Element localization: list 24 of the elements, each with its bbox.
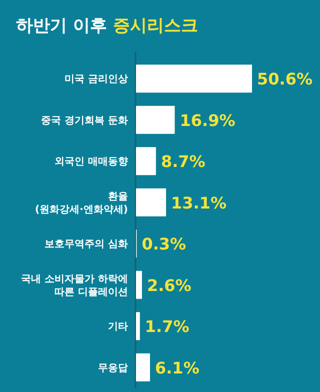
y-tick-label: 미국 금리인상 (64, 74, 128, 86)
y-tick-label: 보호무역주의 심화 (44, 239, 128, 250)
data-label: 6.1% (154, 358, 200, 378)
y-tick-label: 중국 경기회복 둔화 (41, 115, 128, 126)
y-tick-label: 국내 소비자물가 하락에 따른 디플레이션 (21, 274, 128, 298)
y-tick-label: 무응답 (98, 362, 128, 374)
data-label: 1.7% (144, 317, 190, 336)
bar (136, 106, 175, 134)
bar (136, 147, 156, 176)
bar (136, 270, 142, 299)
chart-title: 하반기 이후 증시리스크 (16, 16, 198, 36)
data-label: 16.9% (180, 110, 236, 130)
data-label: 13.1% (171, 193, 227, 212)
data-label: 0.3% (142, 234, 186, 254)
data-label: 2.6% (146, 276, 192, 295)
y-tick-label: 기타 (108, 322, 128, 333)
bar (136, 188, 166, 216)
bar (136, 64, 252, 93)
data-label: 50.6% (257, 70, 313, 89)
bar (136, 353, 150, 382)
y-tick-label: 환율 (원화강세·엔화약세) (35, 191, 128, 216)
bar (136, 312, 140, 340)
data-label: 8.7% (160, 152, 206, 172)
y-tick-label: 외국인 매매동향 (54, 156, 128, 168)
